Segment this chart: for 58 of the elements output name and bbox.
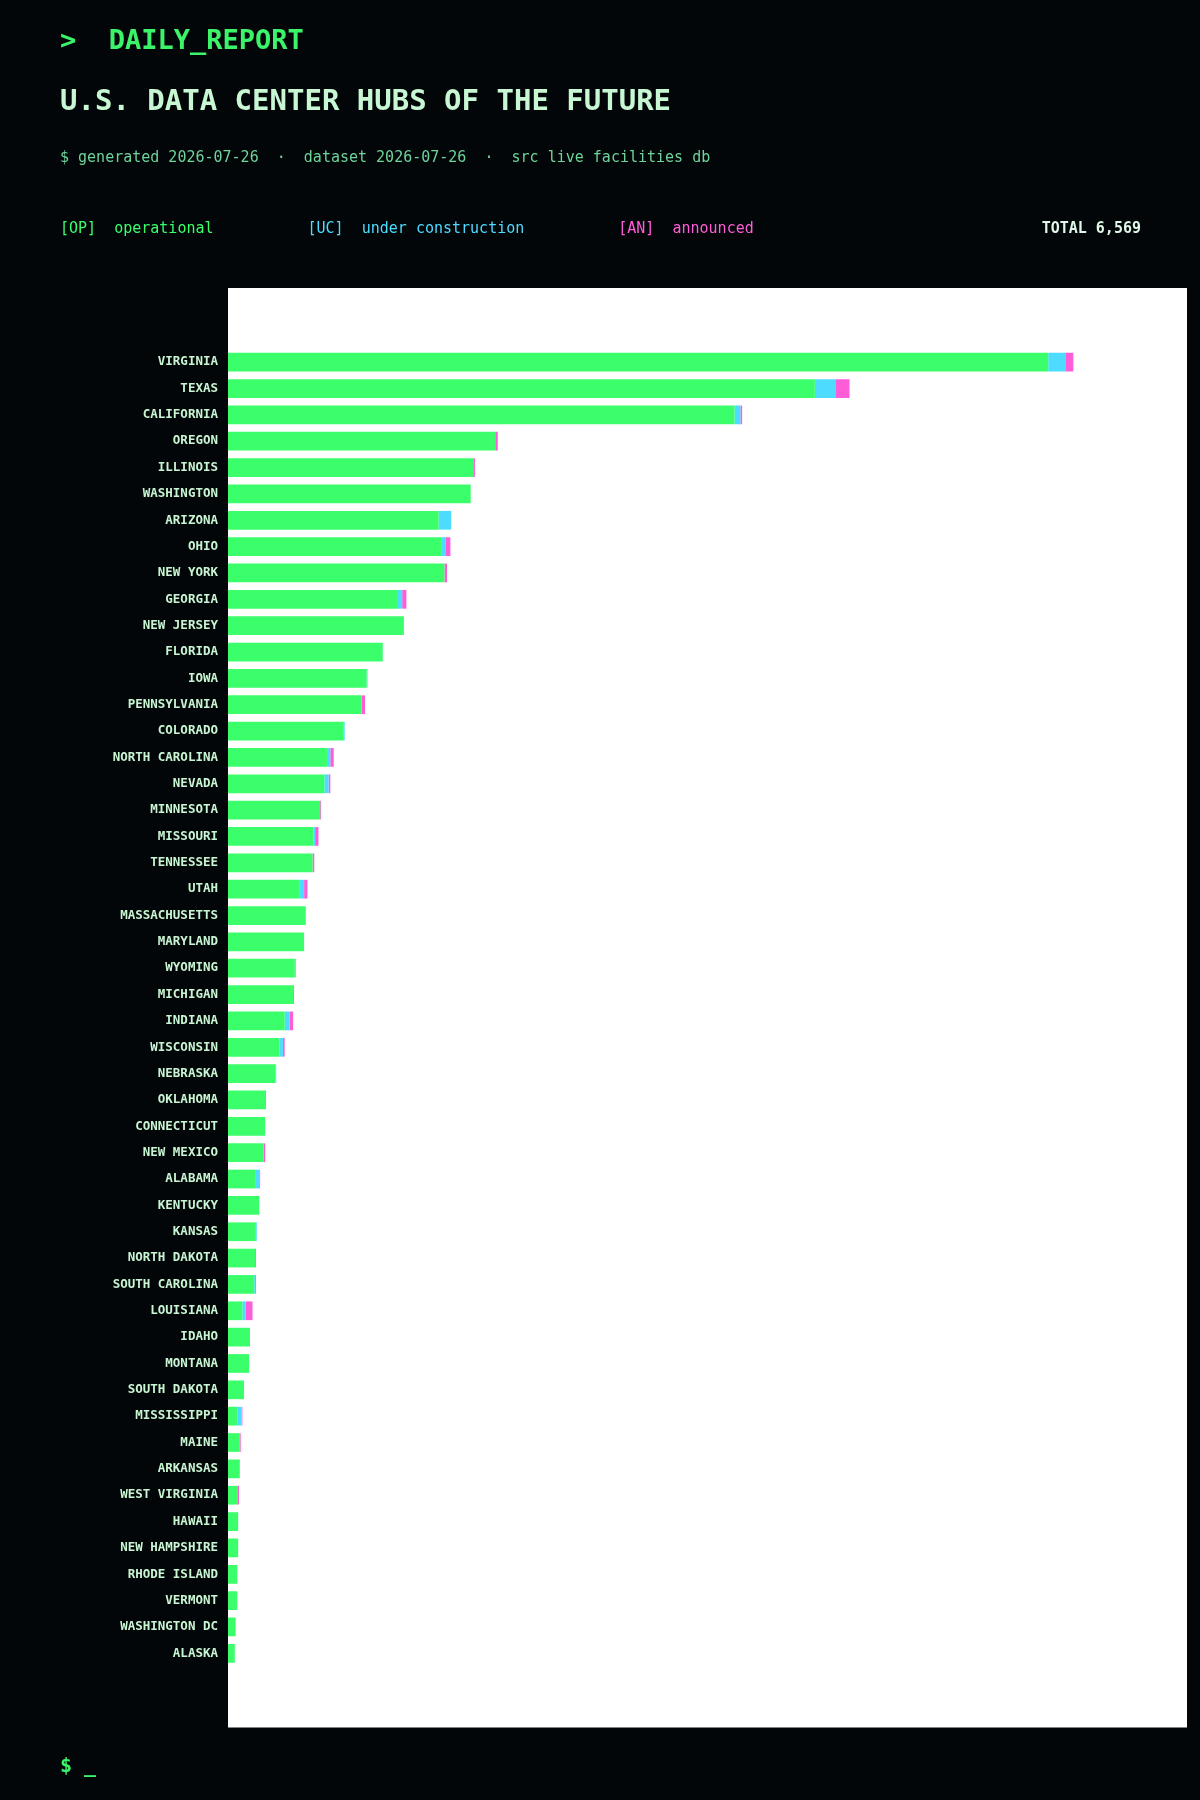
text: [AN] announced xyxy=(618,219,754,237)
y-tick-label: KENTUCKY xyxy=(157,1196,219,1212)
y-tick-label: PENNSYLVANIA xyxy=(127,695,219,711)
y-tick-label: OHIO xyxy=(187,537,218,553)
y-tick-label: FLORIDA xyxy=(165,643,219,659)
y-tick-label: WASHINGTON DC xyxy=(120,1618,218,1634)
y-tick-label: WYOMING xyxy=(165,959,218,975)
y-tick-label: NEBRASKA xyxy=(157,1064,219,1080)
y-tick-label: NEVADA xyxy=(172,775,219,791)
y-tick-label: TEXAS xyxy=(180,379,218,395)
text: TOTAL 6,569 xyxy=(1041,219,1141,237)
y-tick-label: CONNECTICUT xyxy=(135,1117,218,1133)
y-tick-label: ALASKA xyxy=(172,1644,219,1660)
y-tick-label: MASSACHUSETTS xyxy=(120,906,218,922)
y-tick-label: IOWA xyxy=(187,669,219,685)
y-tick-label: KANSAS xyxy=(172,1222,218,1238)
y-tick-label: WISCONSIN xyxy=(150,1038,218,1054)
chart-title: U.S. DATA CENTER HUBS OF THE FUTURE xyxy=(60,83,672,117)
y-tick-label: HAWAII xyxy=(172,1512,218,1528)
y-tick-label: CALIFORNIA xyxy=(142,406,219,422)
text: $ _ xyxy=(60,1753,97,1777)
y-tick-label: ILLINOIS xyxy=(157,458,218,474)
y-tick-label: UTAH xyxy=(187,880,218,896)
y-tick-label: VERMONT xyxy=(165,1591,218,1607)
y-tick-label: MISSISSIPPI xyxy=(135,1407,218,1423)
y-tick-label: NEW YORK xyxy=(157,564,219,580)
y-tick-label: OKLAHOMA xyxy=(157,1091,219,1107)
y-tick-label: TENNESSEE xyxy=(150,854,218,870)
y-tick-label: INDIANA xyxy=(165,1012,219,1028)
y-tick-label: WASHINGTON xyxy=(142,485,218,501)
y-tick-label: NEW MEXICO xyxy=(142,1143,218,1159)
y-tick-label: MARYLAND xyxy=(157,933,218,949)
text: [UC] under construction xyxy=(307,219,525,237)
y-tick-label: ALABAMA xyxy=(165,1170,219,1186)
y-tick-label: IDAHO xyxy=(180,1328,218,1344)
y-tick-label: RHODE ISLAND xyxy=(127,1565,218,1581)
text: [OP] operational xyxy=(60,219,214,237)
y-tick-label: SOUTH DAKOTA xyxy=(127,1381,219,1397)
chart-subtitle: $ generated 2026-07-26 · dataset 2026-07-26 · src live facilities db xyxy=(60,148,711,166)
y-tick-label: MINNESOTA xyxy=(150,801,219,817)
y-tick-label: COLORADO xyxy=(157,722,218,738)
y-tick-label: VIRGINIA xyxy=(157,353,219,369)
y-tick-label: NORTH DAKOTA xyxy=(127,1249,219,1265)
y-tick-label: SOUTH CAROLINA xyxy=(112,1275,219,1291)
y-tick-label: MICHIGAN xyxy=(157,985,218,1001)
y-tick-label: MISSOURI xyxy=(157,827,218,843)
y-tick-label: MAINE xyxy=(180,1433,218,1449)
y-tick-label: LOUISIANA xyxy=(150,1302,219,1318)
y-tick-label: WEST VIRGINIA xyxy=(120,1486,219,1502)
y-tick-label: OREGON xyxy=(172,432,218,448)
y-tick-label: ARIZONA xyxy=(165,511,219,527)
y-tick-label: NEW JERSEY xyxy=(142,616,219,632)
text: > DAILY_REPORT xyxy=(60,24,304,55)
y-tick-label: GEORGIA xyxy=(165,590,219,606)
y-tick-label: NEW HAMPSHIRE xyxy=(120,1539,218,1555)
y-tick-label: NORTH CAROLINA xyxy=(112,748,219,764)
y-tick-label: MONTANA xyxy=(165,1354,219,1370)
y-tick-label: ARKANSAS xyxy=(157,1460,218,1476)
